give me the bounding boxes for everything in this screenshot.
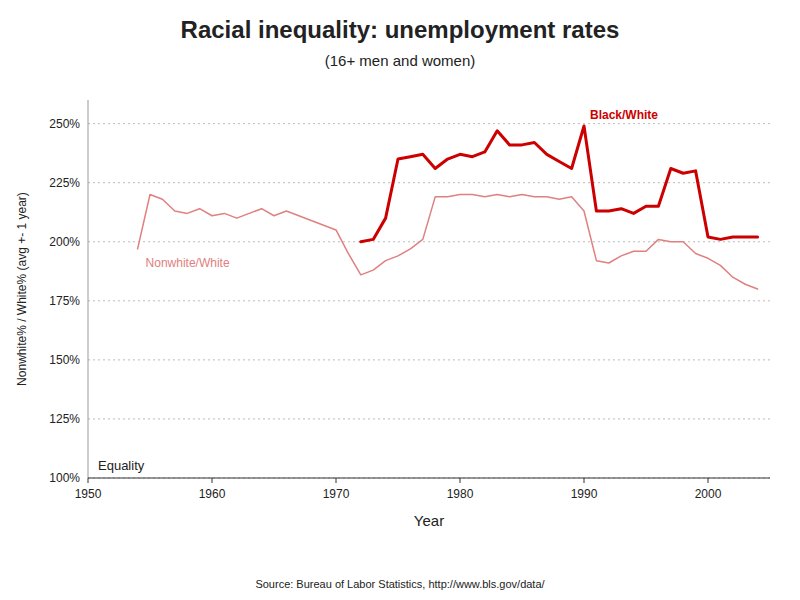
grid-line — [88, 478, 770, 479]
annotation: Equality — [98, 458, 145, 473]
x-tick-label: 1960 — [199, 487, 226, 501]
series-line — [361, 126, 758, 242]
x-tick-label: 1950 — [75, 487, 102, 501]
series-line — [138, 195, 758, 290]
y-axis-label: Nonwhite% / White% (avg +- 1 year) — [15, 192, 29, 386]
y-tick-label: 250% — [49, 117, 80, 131]
chart: Racial inequality: unemployment rates (16… — [0, 0, 800, 600]
y-tick-label: 225% — [49, 176, 80, 190]
series-lines — [138, 126, 758, 289]
x-tick — [460, 478, 461, 483]
source: Source: Bureau of Labor Statistics, http… — [255, 578, 545, 590]
x-axis-label: Year — [414, 512, 444, 529]
grid-line — [88, 123, 770, 124]
y-axis-line — [88, 100, 89, 478]
x-tick-label: 2000 — [695, 487, 722, 501]
x-tick-label: 1990 — [571, 487, 598, 501]
x-tick-label: 1980 — [447, 487, 474, 501]
y-tick-label: 125% — [49, 412, 80, 426]
subtitle: (16+ men and women) — [325, 52, 476, 69]
x-tick — [336, 478, 337, 483]
x-tick — [584, 478, 585, 483]
y-tick-label: 150% — [49, 353, 80, 367]
grid-line — [88, 300, 770, 301]
x-tick — [88, 478, 89, 483]
series-label: Nonwhite/White — [146, 256, 230, 270]
grid-line — [88, 418, 770, 419]
y-tick-label: 200% — [49, 235, 80, 249]
title: Racial inequality: unemployment rates — [181, 16, 620, 43]
y-grid — [88, 124, 770, 478]
x-axis-line — [88, 478, 770, 479]
y-tick-label: 100% — [49, 471, 80, 485]
grid-line — [88, 359, 770, 360]
x-tick — [212, 478, 213, 483]
x-tick-label: 1970 — [323, 487, 350, 501]
x-tick — [708, 478, 709, 483]
y-tick-label: 175% — [49, 294, 80, 308]
series-label: Black/White — [590, 108, 658, 122]
